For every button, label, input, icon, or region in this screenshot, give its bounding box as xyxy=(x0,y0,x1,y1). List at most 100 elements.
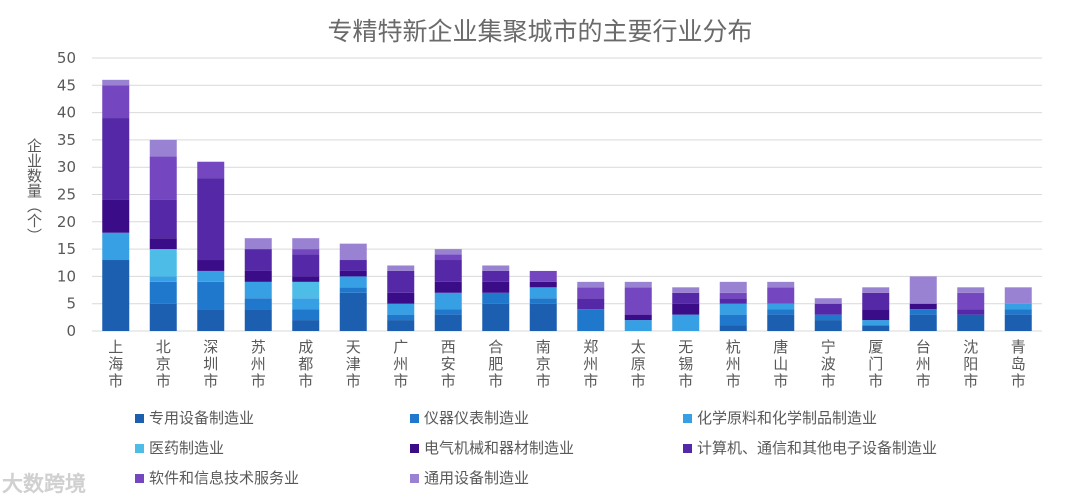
bar-segment xyxy=(957,292,985,310)
x-tick-label: 西安市 xyxy=(441,338,456,390)
bar-segment xyxy=(149,303,177,331)
bar-segment xyxy=(434,249,462,255)
bar-segment xyxy=(482,292,510,304)
legend-item: 通用设备制造业 xyxy=(410,468,529,488)
chart-title: 专精特新企业集聚城市的主要行业分布 xyxy=(327,17,753,46)
bar-segment xyxy=(1004,287,1032,304)
bar-segment xyxy=(434,254,462,261)
bar-segment xyxy=(197,281,225,310)
bar-segment xyxy=(387,320,415,331)
x-tick-label: 沈阳市 xyxy=(963,338,978,390)
bar-segment xyxy=(149,276,177,282)
legend-swatch xyxy=(683,413,692,423)
x-tick-label: 无锡市 xyxy=(678,338,693,390)
bar-segment xyxy=(909,309,937,315)
bar-segment xyxy=(814,314,842,321)
bar-segment xyxy=(957,314,985,331)
bar-segment xyxy=(482,281,510,293)
y-tick-label: 40 xyxy=(57,104,76,122)
bar-segment xyxy=(292,298,320,310)
bar-segment xyxy=(102,118,130,200)
bar-segment xyxy=(102,85,130,119)
bar-segment xyxy=(719,281,747,293)
bar-segment xyxy=(339,292,367,331)
legend-label: 通用设备制造业 xyxy=(424,469,530,487)
bar-segment xyxy=(624,281,652,288)
bar-segment xyxy=(672,303,700,315)
bar-segment xyxy=(482,270,510,282)
bar-segment xyxy=(387,314,415,321)
bar-segment xyxy=(767,303,795,310)
bar-segment xyxy=(957,287,985,293)
bar-segment xyxy=(719,314,747,326)
legend-label: 电气机械和器材制造业 xyxy=(424,439,575,457)
bar-segment xyxy=(149,249,177,277)
bar-segment xyxy=(529,287,557,299)
bar-segment xyxy=(292,281,320,299)
bar-segment xyxy=(719,298,747,304)
x-tick-label: 广州市 xyxy=(393,338,408,390)
legend-label: 软件和信息技术服务业 xyxy=(149,469,300,487)
bar-segment xyxy=(529,270,557,282)
bar-segment xyxy=(434,309,462,315)
y-tick-label: 30 xyxy=(57,158,76,176)
bar-segment xyxy=(244,281,272,299)
bar-segment xyxy=(339,270,367,277)
bar-segment xyxy=(244,298,272,310)
bar-segment xyxy=(434,260,462,282)
bar-segment xyxy=(862,287,890,293)
bar-segment xyxy=(624,287,652,315)
bar-segment xyxy=(149,281,177,304)
bar-segment xyxy=(719,292,747,299)
legend-item: 化学原料和化学制品制造业 xyxy=(683,408,877,428)
legend-item: 计算机、通信和其他电子设备制造业 xyxy=(683,438,937,458)
bar-segment xyxy=(624,320,652,331)
x-tick-label: 天津市 xyxy=(346,338,361,390)
x-tick-label: 深圳市 xyxy=(203,338,218,390)
y-tick-label: 25 xyxy=(57,186,76,204)
bar-segment xyxy=(577,287,605,299)
bar-segment xyxy=(102,199,130,233)
legend-label: 化学原料和化学制品制造业 xyxy=(697,409,878,427)
bar-segment xyxy=(102,260,130,331)
watermark-logo: 大数跨境 xyxy=(2,472,86,496)
bar-segment xyxy=(1004,314,1032,331)
y-tick-label: 10 xyxy=(57,267,76,285)
bar-segment xyxy=(577,298,605,310)
y-tick-label: 0 xyxy=(66,322,76,340)
bar-segment xyxy=(292,309,320,321)
bar-segment xyxy=(719,303,747,315)
bar-segment xyxy=(767,281,795,288)
bar-segment xyxy=(814,303,842,315)
bar-segment xyxy=(1004,309,1032,315)
bar-segment xyxy=(909,314,937,331)
bar-segment xyxy=(814,320,842,331)
legend-item: 电气机械和器材制造业 xyxy=(410,438,574,458)
bar-segment xyxy=(292,276,320,282)
x-tick-label: 苏州市 xyxy=(251,338,266,390)
bar-segment xyxy=(529,298,557,304)
legend-item: 仪器仪表制造业 xyxy=(410,408,529,428)
legend-label: 医药制造业 xyxy=(149,439,225,457)
bar-segment xyxy=(339,260,367,271)
bar-segment xyxy=(244,270,272,282)
legend-swatch xyxy=(683,443,692,453)
legend-item: 专用设备制造业 xyxy=(135,408,254,428)
x-tick-label: 太原市 xyxy=(631,338,646,390)
bar-segment xyxy=(197,161,225,179)
legend-label: 仪器仪表制造业 xyxy=(424,409,530,427)
y-tick-label: 15 xyxy=(57,240,76,258)
bar-segment xyxy=(577,309,605,331)
bar-segment xyxy=(767,287,795,304)
bar-segment xyxy=(244,309,272,331)
x-tick-label: 上海市 xyxy=(108,338,123,390)
bar-segment xyxy=(292,249,320,255)
bar-segment xyxy=(102,79,130,86)
bar-segment xyxy=(767,314,795,331)
bar-segment xyxy=(149,156,177,200)
bar-segment xyxy=(387,292,415,304)
bar-segment xyxy=(197,178,225,261)
x-tick-label: 唐山市 xyxy=(773,338,788,390)
bar-segment xyxy=(1004,303,1032,310)
